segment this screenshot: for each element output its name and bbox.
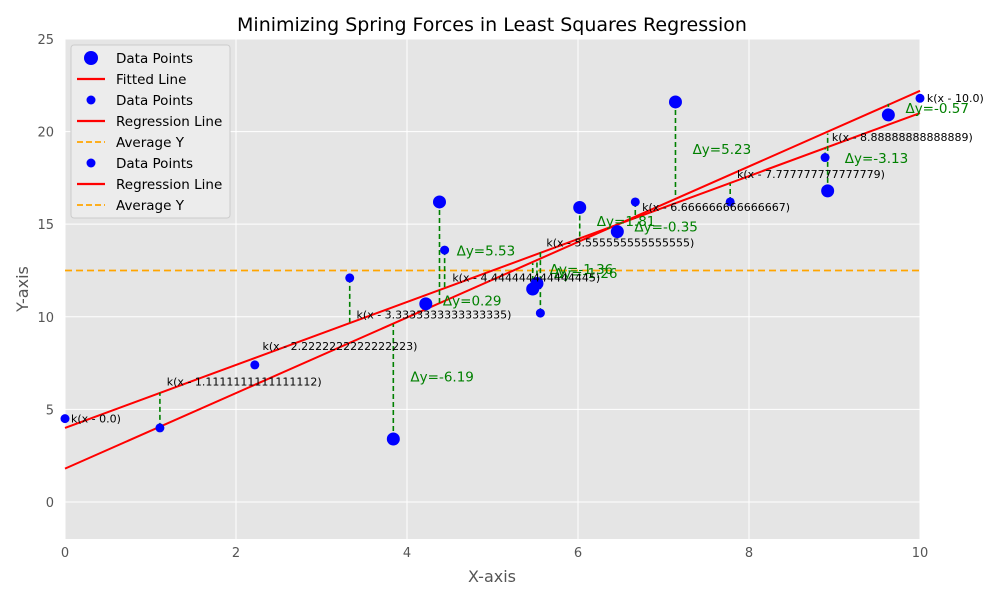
y-tick-label: 25 bbox=[37, 33, 54, 48]
spring-force-label: k(x - 10.0) bbox=[927, 92, 984, 105]
regression-line bbox=[64, 112, 921, 429]
spring-force-label: k(x - 0.0) bbox=[71, 412, 121, 425]
delta-y-label: Δy=-0.57 bbox=[905, 101, 968, 117]
delta-y-label: Δy=1.81 bbox=[597, 214, 656, 230]
data-point bbox=[386, 432, 400, 446]
y-tick-label: 20 bbox=[37, 126, 54, 141]
legend-entries: Data Points Fitted Line Data Points Regress… bbox=[77, 51, 222, 214]
regression-lines bbox=[64, 89, 921, 470]
data-point bbox=[155, 423, 165, 433]
delta-y-label: Δy=0.29 bbox=[443, 294, 502, 310]
legend-label: Data Points bbox=[116, 93, 193, 109]
data-point bbox=[250, 360, 260, 370]
data-point bbox=[535, 308, 545, 318]
legend-label: Data Points bbox=[116, 156, 193, 172]
data-point bbox=[573, 201, 587, 215]
spring-force-label: k(x - 4.444444444444445) bbox=[452, 272, 600, 285]
delta-y-label: Δy=5.23 bbox=[693, 142, 752, 158]
data-point bbox=[530, 276, 544, 290]
x-tick-label: 0 bbox=[61, 546, 69, 561]
delta-y-label: Δy=-0.35 bbox=[634, 220, 697, 236]
spring-force-label: k(x - 6.666666666666667) bbox=[642, 201, 790, 214]
data-points bbox=[60, 93, 925, 446]
data-point bbox=[630, 197, 640, 207]
spring-force-label: k(x - 2.2222222222222223) bbox=[263, 340, 418, 353]
legend-label: Regression Line bbox=[116, 114, 222, 130]
legend-label: Data Points bbox=[116, 51, 193, 67]
spring-force-label: k(x - 8.88888888888889) bbox=[832, 131, 973, 144]
x-tick-label: 8 bbox=[745, 546, 753, 561]
spring-force-label: k(x - 1.1111111111111112) bbox=[167, 375, 322, 388]
spring-force-label: k(x - 5.555555555555555) bbox=[546, 236, 694, 249]
delta-y-label: Δy=-1.36 bbox=[550, 262, 613, 278]
data-point bbox=[820, 153, 830, 163]
x-axis-label: X-axis bbox=[468, 567, 516, 586]
data-point bbox=[60, 414, 70, 424]
regression-line bbox=[64, 89, 921, 470]
data-point bbox=[821, 184, 835, 198]
legend-label: Average Y bbox=[116, 198, 185, 214]
data-point bbox=[419, 297, 433, 311]
data-point bbox=[725, 197, 735, 207]
legend-marker bbox=[86, 95, 96, 105]
tick-labels: 0 2 4 6 8 10 0 5 10 15 20 25 bbox=[37, 33, 928, 561]
data-point bbox=[881, 108, 895, 122]
spring-annotations: k(x - 0.0) k(x - 1.1111111111111112) k(x -… bbox=[71, 92, 984, 425]
legend-label: Average Y bbox=[116, 135, 185, 151]
y-tick-label: 0 bbox=[46, 496, 54, 511]
grid bbox=[64, 38, 921, 539]
y-axis-label: Y-axis bbox=[13, 266, 32, 313]
delta-y-label: Δy=-6.19 bbox=[410, 370, 473, 386]
data-point bbox=[432, 195, 446, 209]
spring-force-label: k(x - 7.777777777777779) bbox=[737, 168, 885, 181]
data-point bbox=[440, 245, 450, 255]
x-tick-label: 4 bbox=[403, 546, 411, 561]
data-point bbox=[915, 93, 925, 103]
chart-title: Minimizing Spring Forces in Least Square… bbox=[237, 14, 747, 36]
spring-force-label: k(x - 3.3333333333333335) bbox=[357, 309, 512, 322]
legend-marker bbox=[86, 158, 96, 168]
legend-marker bbox=[84, 51, 98, 65]
delta-y-label: Δy=-3.13 bbox=[845, 151, 908, 167]
x-tick-label: 10 bbox=[912, 546, 929, 561]
x-tick-label: 2 bbox=[232, 546, 240, 561]
x-tick-label: 6 bbox=[574, 546, 582, 561]
data-point bbox=[345, 273, 355, 283]
y-tick-label: 15 bbox=[37, 218, 54, 233]
y-tick-label: 10 bbox=[37, 311, 54, 326]
delta-y-label: Δy=-1.26 bbox=[554, 266, 617, 282]
legend: Data Points Fitted Line Data Points Regress… bbox=[70, 44, 231, 219]
legend-label: Regression Line bbox=[116, 177, 222, 193]
data-point bbox=[668, 95, 682, 109]
delta-y-label: Δy=5.53 bbox=[457, 244, 516, 260]
data-point bbox=[610, 225, 624, 239]
legend-label: Fitted Line bbox=[116, 72, 186, 88]
y-tick-label: 5 bbox=[46, 403, 54, 418]
legend-box bbox=[70, 44, 231, 219]
